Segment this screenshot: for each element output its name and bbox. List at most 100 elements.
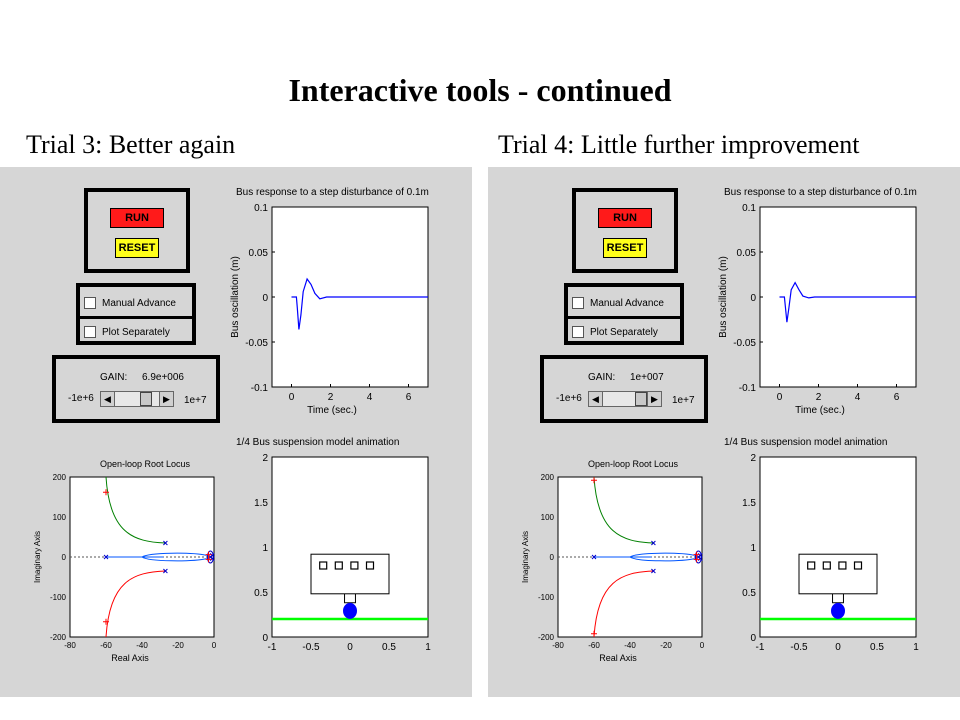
gain-slider[interactable]: ◀ ▶ xyxy=(588,391,662,407)
root-locus-ytick-label: 0 xyxy=(550,553,555,562)
root-locus-ytick-label: -100 xyxy=(538,593,555,602)
response-ytick-label: -0.1 xyxy=(739,383,757,394)
slide-title: Interactive tools - continued xyxy=(288,72,672,108)
plot-separately-option[interactable]: Plot Separately xyxy=(80,316,192,345)
root-locus-ytick-label: -200 xyxy=(50,633,67,642)
gain-frame: GAIN: 6.9e+006 -1e+6 1e+7 ◀ ▶ xyxy=(52,355,220,423)
root-locus-xaxis-label: Real Axis xyxy=(599,653,637,663)
locus-branch-real xyxy=(594,552,695,562)
closed-loop-pole-mark xyxy=(103,618,109,625)
root-locus-xaxis-label: Real Axis xyxy=(111,653,149,663)
slider-left-arrow-icon[interactable]: ◀ xyxy=(101,392,115,406)
slider-left-arrow-icon[interactable]: ◀ xyxy=(589,392,603,406)
animation-xtick-label: 1 xyxy=(913,642,919,653)
gain-value: 1e+007 xyxy=(630,372,664,383)
trial-4-label: Trial 4: Little further improvement xyxy=(498,130,860,159)
bus-window xyxy=(853,561,863,570)
gain-slider[interactable]: ◀ ▶ xyxy=(100,391,174,407)
animation-xtick-label: -0.5 xyxy=(302,642,320,653)
plot-separately-label: Plot Separately xyxy=(590,326,658,338)
root-locus-yaxis-label: Imaginary Axis xyxy=(521,531,530,583)
bus-oscillation-line xyxy=(779,281,916,323)
response-ytick-label: 0 xyxy=(750,293,756,304)
slider-min-label: -1e+6 xyxy=(68,393,94,404)
locus-branch-lower xyxy=(105,570,166,638)
root-locus-xtick-label: -60 xyxy=(100,641,112,650)
run-button[interactable]: RUN xyxy=(110,208,164,228)
manual-advance-checkbox[interactable] xyxy=(84,297,96,309)
closed-loop-pole-mark xyxy=(591,630,597,637)
slider-min-label: -1e+6 xyxy=(556,393,582,404)
plot-separately-label: Plot Separately xyxy=(102,326,170,338)
plot-separately-option[interactable]: Plot Separately xyxy=(568,316,680,345)
bus-window xyxy=(334,561,343,570)
closed-loop-pole-mark xyxy=(591,477,597,484)
root-locus-ytick-label: -100 xyxy=(50,593,67,602)
open-loop-pole-mark xyxy=(651,540,656,546)
plot-separately-checkbox[interactable] xyxy=(572,326,584,338)
bus-window xyxy=(350,561,359,570)
animation-ytick-label: 0.5 xyxy=(742,588,756,599)
animation-title: 1/4 Bus suspension model animation xyxy=(724,437,887,448)
gain-label: GAIN: xyxy=(588,372,616,383)
animation-ytick-label: 1.5 xyxy=(254,498,268,509)
response-xtick-label: 0 xyxy=(289,392,295,403)
manual-advance-option[interactable]: Manual Advance xyxy=(80,290,192,316)
response-xtick-label: 6 xyxy=(406,392,412,403)
animation-ytick-label: 1 xyxy=(262,543,268,554)
root-locus-title: Open-loop Root Locus xyxy=(588,459,679,469)
animation-xtick-label: 0 xyxy=(347,642,353,653)
root-locus-ytick-label: 200 xyxy=(53,473,67,482)
root-locus-xtick-label: -40 xyxy=(136,641,148,650)
open-loop-pole-mark xyxy=(163,568,168,574)
response-ytick-label: -0.05 xyxy=(245,338,268,349)
response-xtick-label: 2 xyxy=(328,392,334,403)
plot-separately-checkbox[interactable] xyxy=(84,326,96,338)
root-locus-xtick-label: 0 xyxy=(700,641,705,650)
suspension-bracket xyxy=(832,593,844,604)
gain-frame: GAIN: 1e+007 -1e+6 1e+7 ◀ ▶ xyxy=(540,355,708,423)
root-locus-title: Open-loop Root Locus xyxy=(100,459,191,469)
gain-value: 6.9e+006 xyxy=(142,372,184,383)
animation-xtick-label: 1 xyxy=(425,642,431,653)
root-locus-xtick-label: -40 xyxy=(624,641,636,650)
animation-xtick-label: -1 xyxy=(756,642,765,653)
response-xaxis-label: Time (sec.) xyxy=(307,405,357,416)
options-frame: Manual Advance Plot Separately xyxy=(564,283,684,345)
animation-ytick-label: 0.5 xyxy=(254,588,268,599)
trial-3-window: RUN RESET Manual Advance Plot Separately GAI… xyxy=(0,167,472,697)
response-ytick-label: -0.1 xyxy=(251,383,269,394)
reset-button[interactable]: RESET xyxy=(115,238,159,258)
slider-right-arrow-icon[interactable]: ▶ xyxy=(159,392,173,406)
manual-advance-option[interactable]: Manual Advance xyxy=(568,290,680,316)
response-yaxis-label: Bus oscillation (m) xyxy=(718,256,729,338)
root-locus-xtick-label: -80 xyxy=(552,641,564,650)
run-button[interactable]: RUN xyxy=(598,208,652,228)
manual-advance-checkbox[interactable] xyxy=(572,297,584,309)
wheel xyxy=(831,602,845,619)
bus-window xyxy=(807,561,816,570)
slider-thumb[interactable] xyxy=(635,392,647,406)
response-xtick-label: 6 xyxy=(894,392,900,403)
manual-advance-label: Manual Advance xyxy=(102,297,176,309)
response-xtick-label: 2 xyxy=(816,392,822,403)
slider-max-label: 1e+7 xyxy=(672,395,695,406)
animation-title: 1/4 Bus suspension model animation xyxy=(236,437,399,448)
animation-ytick-label: 1 xyxy=(750,543,756,554)
reset-button[interactable]: RESET xyxy=(603,238,647,258)
wheel xyxy=(343,602,357,619)
slider-right-arrow-icon[interactable]: ▶ xyxy=(647,392,661,406)
response-xtick-label: 4 xyxy=(367,392,373,403)
animation-xtick-label: 0.5 xyxy=(870,642,884,653)
response-ytick-label: 0.1 xyxy=(742,203,756,214)
slider-thumb[interactable] xyxy=(139,392,152,406)
response-plot-title: Bus response to a step disturbance of 0.… xyxy=(724,187,917,198)
suspension-bracket xyxy=(344,593,356,604)
closed-loop-pole-mark xyxy=(693,556,700,563)
locus-branch-lower xyxy=(593,570,654,638)
locus-branch-upper xyxy=(593,476,654,544)
root-locus-xtick-label: 0 xyxy=(212,641,217,650)
trial-4-window: RUN RESET Manual Advance Plot Separately GAI… xyxy=(488,167,960,697)
